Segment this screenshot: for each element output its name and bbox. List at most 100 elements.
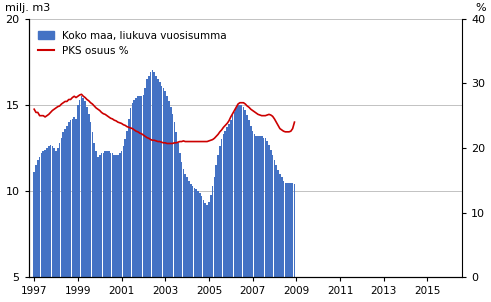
- Bar: [79, 100, 81, 278]
- Bar: [81, 96, 82, 278]
- Bar: [172, 114, 173, 278]
- Bar: [42, 152, 44, 278]
- Legend: Koko maa, liukuva vuosisumma, PKS osuus %: Koko maa, liukuva vuosisumma, PKS osuus …: [34, 26, 231, 60]
- Bar: [195, 189, 197, 278]
- Bar: [257, 136, 259, 278]
- Bar: [134, 100, 135, 278]
- Bar: [113, 155, 115, 278]
- Bar: [132, 103, 133, 278]
- Bar: [164, 91, 166, 278]
- Bar: [124, 140, 126, 278]
- Bar: [224, 131, 226, 278]
- Bar: [48, 146, 50, 278]
- Bar: [154, 72, 155, 278]
- Bar: [203, 200, 204, 278]
- Bar: [128, 119, 130, 278]
- Bar: [212, 186, 214, 278]
- Bar: [163, 88, 164, 278]
- Bar: [82, 98, 84, 278]
- Bar: [263, 138, 264, 278]
- Bar: [62, 133, 64, 278]
- Bar: [150, 72, 152, 278]
- Bar: [115, 155, 117, 278]
- Bar: [39, 157, 40, 278]
- Bar: [290, 182, 292, 278]
- Bar: [183, 169, 184, 278]
- Bar: [57, 148, 58, 278]
- Bar: [33, 172, 35, 278]
- Bar: [237, 105, 239, 278]
- Bar: [253, 134, 255, 278]
- Bar: [288, 182, 290, 278]
- Bar: [275, 165, 277, 278]
- Bar: [142, 95, 144, 278]
- Bar: [144, 88, 146, 278]
- Bar: [64, 129, 66, 278]
- Bar: [234, 112, 235, 278]
- Bar: [201, 196, 202, 278]
- Bar: [110, 153, 111, 278]
- Bar: [193, 188, 195, 278]
- Bar: [219, 146, 220, 278]
- Bar: [88, 114, 89, 278]
- Bar: [55, 152, 57, 278]
- Bar: [277, 170, 279, 278]
- Bar: [255, 136, 257, 278]
- Bar: [108, 152, 109, 278]
- Bar: [199, 193, 201, 278]
- Bar: [92, 133, 93, 278]
- Bar: [117, 155, 119, 278]
- Bar: [252, 131, 253, 278]
- Bar: [97, 157, 99, 278]
- Bar: [90, 122, 91, 278]
- Bar: [86, 107, 88, 278]
- Bar: [84, 101, 86, 278]
- Bar: [206, 205, 208, 278]
- Bar: [61, 138, 62, 278]
- Bar: [177, 143, 179, 278]
- Bar: [44, 150, 46, 278]
- Bar: [261, 136, 263, 278]
- Bar: [139, 96, 140, 278]
- Bar: [226, 127, 228, 278]
- Bar: [166, 96, 168, 278]
- Bar: [272, 155, 273, 278]
- Bar: [268, 145, 270, 278]
- Bar: [285, 182, 286, 278]
- Bar: [123, 146, 124, 278]
- Bar: [208, 201, 210, 278]
- Bar: [68, 122, 70, 278]
- Bar: [106, 152, 108, 278]
- Bar: [70, 120, 71, 278]
- Bar: [121, 152, 122, 278]
- Bar: [170, 107, 171, 278]
- Bar: [152, 70, 153, 278]
- Bar: [59, 143, 60, 278]
- Bar: [161, 86, 163, 278]
- Bar: [93, 143, 95, 278]
- Bar: [75, 119, 77, 278]
- Bar: [191, 186, 193, 278]
- Bar: [273, 160, 275, 278]
- Bar: [228, 124, 230, 278]
- Bar: [221, 140, 222, 278]
- Bar: [148, 76, 150, 278]
- Bar: [222, 134, 224, 278]
- Bar: [246, 115, 248, 278]
- Bar: [265, 138, 266, 278]
- Bar: [37, 160, 39, 278]
- Bar: [197, 191, 199, 278]
- Bar: [241, 105, 243, 278]
- Bar: [146, 79, 148, 278]
- Bar: [54, 148, 55, 278]
- Bar: [77, 105, 79, 278]
- Bar: [186, 177, 188, 278]
- Bar: [245, 110, 246, 278]
- Bar: [119, 153, 120, 278]
- Bar: [136, 98, 137, 278]
- Bar: [270, 150, 272, 278]
- Bar: [217, 155, 219, 278]
- Bar: [216, 165, 217, 278]
- Bar: [250, 126, 251, 278]
- Bar: [259, 136, 261, 278]
